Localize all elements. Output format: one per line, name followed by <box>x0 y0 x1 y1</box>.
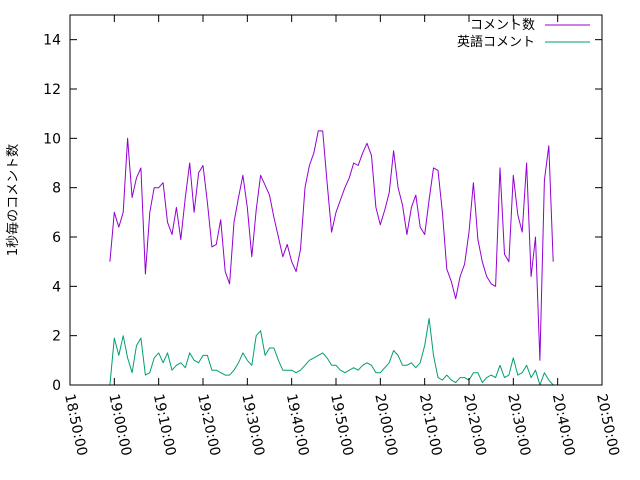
legend-label-1: コメント数 <box>470 18 535 33</box>
y-tick-label: 14 <box>43 33 61 49</box>
series-line-1 <box>109 130 554 361</box>
x-tick-label: 19:20:00 <box>194 393 223 458</box>
y-tick-label: 8 <box>52 181 61 197</box>
x-tick-label: 20:30:00 <box>504 393 533 458</box>
axes-group: 0 2 4 6 8 10 12 14 18:50:00 19:00:00 19:10:00 19:20… <box>43 14 622 458</box>
x-tick-label: 20:10:00 <box>416 393 445 458</box>
x-tick-label: 19:30:00 <box>238 393 267 458</box>
y-tick-label: 6 <box>52 230 61 246</box>
x-tick-label: 19:40:00 <box>283 393 312 458</box>
x-tick-label: 20:40:00 <box>549 393 578 458</box>
y-axis-label: 1秒毎のコメント数 <box>5 144 21 256</box>
series-group <box>109 130 554 386</box>
y-tick-label: 2 <box>52 329 61 345</box>
x-tick-label: 20:20:00 <box>460 393 489 458</box>
y-tick-label: 4 <box>52 279 61 295</box>
plot-frame <box>69 14 603 386</box>
x-tick-label: 20:50:00 <box>593 393 622 458</box>
y-tick-label: 0 <box>52 378 61 394</box>
x-tick-label: 19:50:00 <box>327 393 356 458</box>
x-tick-label: 19:00:00 <box>105 393 134 458</box>
legend-label-2: 英語コメント <box>457 34 535 50</box>
series-line-2 <box>109 317 554 386</box>
y-tick-label: 12 <box>43 82 61 98</box>
y-tick-label: 10 <box>43 131 61 147</box>
x-tick-label: 19:10:00 <box>150 393 179 458</box>
x-tick-label: 18:50:00 <box>61 393 90 458</box>
x-tick-label: 20:00:00 <box>371 393 400 458</box>
